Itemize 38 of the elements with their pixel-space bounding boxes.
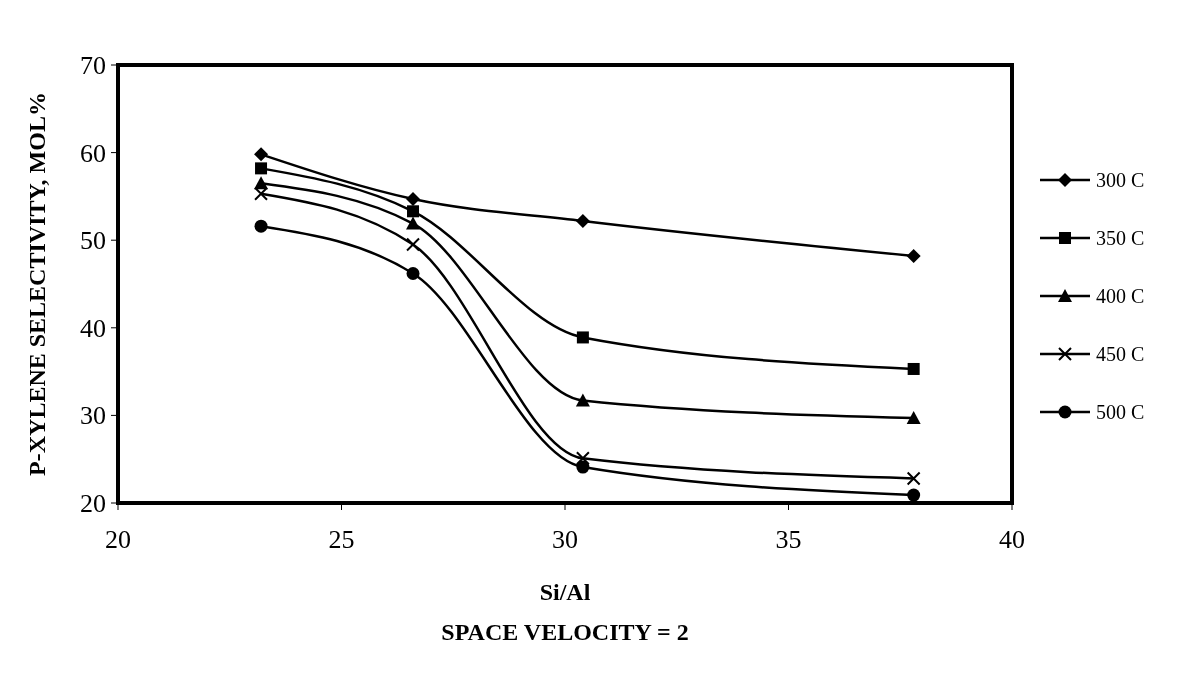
- y-tick-label: 70: [80, 51, 106, 80]
- point: [407, 205, 420, 218]
- point: [906, 248, 921, 263]
- point: [576, 331, 589, 344]
- point: [406, 237, 421, 252]
- y-tick-label: 30: [80, 401, 106, 431]
- legend-label: 350 C: [1096, 227, 1145, 249]
- y-tick-label: 50: [80, 226, 106, 256]
- x-tick-label: 20: [105, 525, 131, 554]
- legend-label: 300 C: [1096, 169, 1145, 191]
- x-tick-label: 25: [328, 525, 355, 554]
- legend-label: 500 C: [1096, 401, 1145, 423]
- point: [576, 460, 590, 474]
- point: [255, 162, 268, 175]
- x-axis-title: Si/Al: [539, 579, 591, 605]
- y-axis-title: P-XYLENE SELECTIVITY, MOL%: [24, 92, 50, 476]
- legend-label: 400 C: [1096, 285, 1145, 307]
- point: [575, 451, 590, 466]
- x-tick-label: 30: [552, 525, 578, 554]
- point: [254, 186, 269, 201]
- point: [906, 411, 921, 425]
- text: SPACE VELOCITY = 2: [441, 619, 689, 645]
- point: [907, 362, 920, 375]
- point: [406, 266, 420, 280]
- y-tick-label: 60: [80, 138, 106, 168]
- legend-label: 450 C: [1096, 343, 1145, 365]
- point: [254, 219, 268, 233]
- point: [254, 147, 269, 162]
- point: [575, 393, 590, 407]
- point: [575, 213, 590, 228]
- point: [906, 471, 921, 486]
- point: [907, 488, 921, 502]
- point: [406, 192, 421, 207]
- point: [406, 216, 421, 230]
- y-tick-label: 20: [80, 489, 106, 518]
- y-tick-label: 40: [80, 313, 106, 343]
- x-tick-label: 40: [999, 525, 1025, 554]
- x-tick-label: 35: [775, 525, 802, 554]
